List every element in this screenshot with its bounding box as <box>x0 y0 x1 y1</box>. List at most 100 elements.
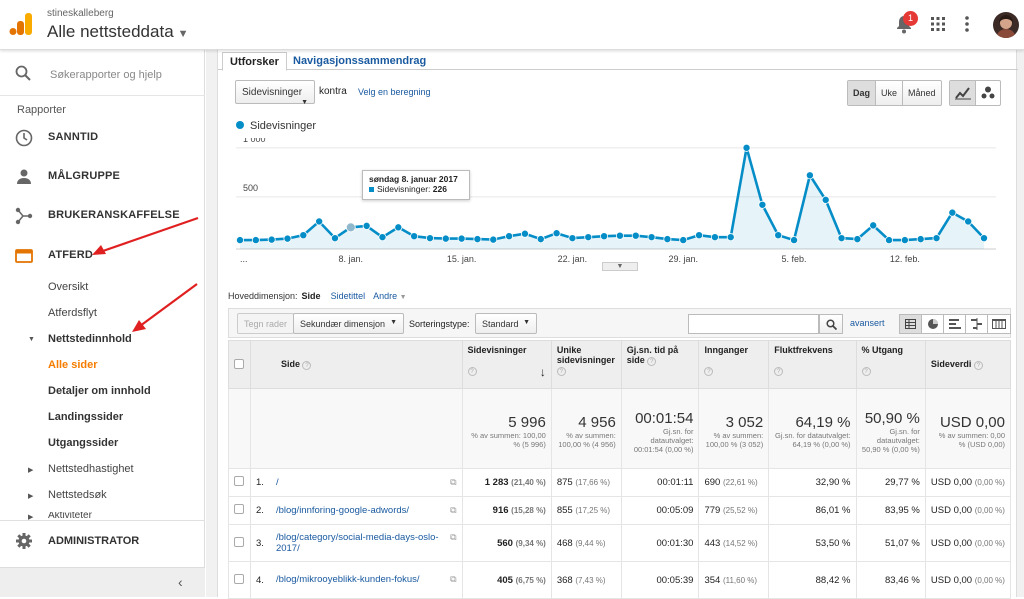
apps-grid-icon[interactable] <box>931 17 945 31</box>
help-icon[interactable]: ? <box>647 357 657 366</box>
chart-resize-handle[interactable]: ▼ <box>602 262 638 271</box>
page-cell: 1. / ⧉ <box>249 468 463 497</box>
exit-rate-cell: 29,77 % <box>855 468 926 497</box>
sidebar-item-admin[interactable]: ADMINISTRATOR <box>0 520 205 560</box>
header-avg-time[interactable]: Gj.sn. tid på side ? <box>620 340 700 389</box>
help-icon[interactable]: ? <box>302 361 312 370</box>
row-checkbox[interactable] <box>228 496 251 525</box>
header-bounce-rate[interactable]: Fluktfrekvens? <box>768 340 857 389</box>
help-icon[interactable]: ? <box>774 367 784 376</box>
sidebar-item-audience[interactable]: MÅLGRUPPE <box>0 157 205 195</box>
page-link[interactable]: /blog/category/social-media-days-oslo-20… <box>275 532 439 554</box>
sidebar-sub-site-search[interactable]: Nettstedsøk <box>48 489 107 501</box>
row-checkbox[interactable] <box>228 468 251 497</box>
table-search-input[interactable] <box>688 314 819 334</box>
header-entrances[interactable]: Innganger? <box>698 340 770 389</box>
user-avatar[interactable] <box>993 12 1019 38</box>
table-row[interactable]: 1. / ⧉ 1 283 (21,40 %) 875 (17,66 %) 00:01:11… <box>228 468 1012 497</box>
sidebar-sub-exit-pages[interactable]: Utgangssider <box>48 437 119 449</box>
open-page-icon[interactable]: ⧉ <box>450 574 457 585</box>
select-all-checkbox[interactable] <box>228 340 251 389</box>
header-label: Sidevisninger <box>467 345 527 355</box>
page-link[interactable]: / <box>275 476 279 488</box>
data-point <box>552 229 561 238</box>
header-page-value[interactable]: Sideverdi ? <box>924 340 1012 389</box>
cell-percent: (15,28 %) <box>511 506 546 515</box>
sidebar-sub-landing-pages[interactable]: Landingssider <box>48 411 124 423</box>
header-page[interactable]: Side ? <box>249 340 463 389</box>
analytics-logo-icon[interactable] <box>9 12 33 36</box>
metric-selector[interactable]: Sidevisninger ▼ <box>235 80 315 106</box>
sidebar-sub-behavior-flow[interactable]: Atferdsflyt <box>48 307 97 319</box>
table-toolbar: Tegn rader Sekundær dimensjon ▼ Sortering… <box>228 308 1011 338</box>
open-page-icon[interactable]: ⧉ <box>450 532 457 542</box>
advanced-filter-link[interactable]: avansert <box>850 318 885 328</box>
cell-value: 29,77 % <box>885 477 920 488</box>
row-checkbox[interactable] <box>228 524 251 562</box>
day-button[interactable]: Dag <box>848 81 877 105</box>
total-value: 3 052 <box>725 414 764 431</box>
page-link[interactable]: /blog/innforing-google-adwords/ <box>275 504 410 516</box>
line-chart[interactable]: 1 000 500... 8. jan. 15. jan. 22. jan. 29. ja… <box>236 138 996 268</box>
page-link[interactable]: /blog/mikrooyeblikk-kunden-fokus/ <box>275 574 420 586</box>
week-button[interactable]: Uke <box>876 81 904 105</box>
dimension-page[interactable]: Side <box>301 291 321 301</box>
line-chart-button[interactable] <box>950 81 976 105</box>
more-vert-icon[interactable] <box>964 15 970 33</box>
dimension-page-title[interactable]: Sidetittel <box>330 291 366 301</box>
exit-rate-cell: 83,95 % <box>855 496 926 525</box>
help-icon[interactable]: ? <box>556 367 566 376</box>
help-icon[interactable]: ? <box>861 367 871 376</box>
data-point <box>964 217 973 226</box>
data-point <box>315 217 324 226</box>
x-tick-label: 12. feb. <box>890 254 920 264</box>
pie-view-button[interactable] <box>922 315 944 333</box>
comparison-view-button[interactable] <box>966 315 988 333</box>
motion-chart-button[interactable] <box>976 81 1001 105</box>
header-exit-rate[interactable]: % Utgang? <box>855 340 926 389</box>
table-row[interactable]: 4. /blog/mikrooyeblikk-kunden-fokus/ ⧉ 405 … <box>228 561 1012 599</box>
x-tick-label: 5. feb. <box>782 254 807 264</box>
table-search-button[interactable] <box>819 314 843 334</box>
exit-rate-cell: 51,07 % <box>855 524 926 562</box>
tab-explorer[interactable]: Utforsker <box>222 52 287 71</box>
table-row[interactable]: 3. /blog/category/social-media-days-oslo-… <box>228 524 1012 562</box>
help-icon[interactable]: ? <box>973 361 983 370</box>
choose-metric-link[interactable]: Velg en beregning <box>358 87 431 97</box>
sidebar-sub-site-speed[interactable]: Nettstedhastighet <box>48 463 134 475</box>
sidebar-sub-all-pages[interactable]: Alle sider <box>48 359 98 371</box>
row-checkbox[interactable] <box>228 561 251 599</box>
header-unique-pageviews[interactable]: Unike sidevisninger? <box>550 340 622 389</box>
collapse-sidebar-button[interactable]: ‹ <box>0 567 205 597</box>
cell-value: 83,95 % <box>885 505 920 516</box>
dimension-other[interactable]: Andre ▼ <box>373 291 406 301</box>
sidebar-item-realtime[interactable]: SANNTID <box>0 118 205 156</box>
plot-rows-button[interactable]: Tegn rader <box>237 313 295 334</box>
table-row[interactable]: 2. /blog/innforing-google-adwords/ ⧉ 916 (1… <box>228 496 1012 525</box>
sidebar-sub-overview[interactable]: Oversikt <box>48 281 89 293</box>
header-pageviews[interactable]: Sidevisninger? ↓ <box>461 340 552 389</box>
secondary-dimension-select[interactable]: Sekundær dimensjon ▼ <box>293 313 404 334</box>
sidebar-sub-content-drilldown[interactable]: Detaljer om innhold <box>48 385 151 397</box>
sidebar-sub-events[interactable]: Aktiviteter <box>48 512 92 520</box>
open-page-icon[interactable]: ⧉ <box>450 476 457 487</box>
sort-type-select[interactable]: Standard ▼ <box>475 313 537 334</box>
sidebar-sub-site-content[interactable]: Nettstedinnhold <box>48 333 132 345</box>
header-label: Side <box>280 359 300 369</box>
sidebar-item-behavior[interactable]: ATFERD <box>0 236 205 274</box>
open-page-icon[interactable]: ⧉ <box>450 504 457 515</box>
help-icon[interactable]: ? <box>467 367 477 376</box>
total-note: Gj.sn. for datautvalget: 00:01:54 (0,00 … <box>633 426 694 454</box>
data-point <box>283 234 292 243</box>
property-selector[interactable]: Alle nettsteddata ▼ <box>47 22 189 42</box>
metric-selector-value: Sidevisninger <box>242 87 303 98</box>
total-cell: 4 956% av summen: 100,00 % (4 956) <box>550 388 622 469</box>
performance-view-button[interactable] <box>944 315 966 333</box>
month-button[interactable]: Måned <box>908 88 936 98</box>
table-view-button[interactable] <box>900 315 922 333</box>
sidebar-item-acquisition[interactable]: BRUKERANSKAFFELSE <box>0 196 205 234</box>
help-icon[interactable]: ? <box>704 367 714 376</box>
tab-navigation-summary[interactable]: Navigasjonssammendrag <box>293 55 427 67</box>
report-search[interactable]: Søkerapporter og hjelp <box>0 50 205 96</box>
pivot-view-button[interactable] <box>988 315 1010 333</box>
